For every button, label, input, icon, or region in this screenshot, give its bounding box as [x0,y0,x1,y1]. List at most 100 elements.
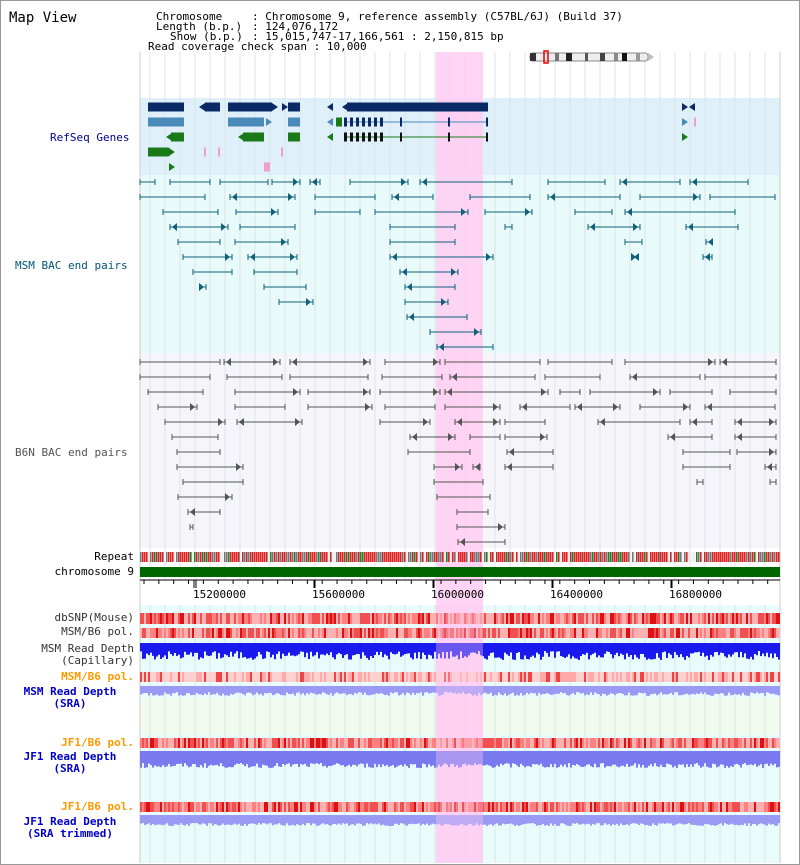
polymorphism-mark [544,628,546,638]
read-depth-bar [294,643,296,657]
read-depth-bar [512,751,514,764]
read-depth-bar [258,751,260,768]
polymorphism-mark [714,738,716,748]
read-depth-bar [476,751,478,765]
b6n-bac-pair-arrow [600,418,605,426]
polymorphism-mark [556,802,558,812]
repeat-mark [330,552,332,562]
read-depth-bar [310,815,312,826]
read-depth-bar [692,815,694,826]
polymorphism-mark [680,672,682,682]
polymorphism-mark [310,613,312,624]
read-depth-bar [636,751,638,768]
polymorphism-mark [466,613,468,624]
polymorphism-mark [266,672,268,682]
read-depth-bar [382,751,384,765]
read-depth-bar [158,643,160,655]
read-depth-bar [522,751,524,766]
read-depth-bar [670,751,672,765]
polymorphism-mark [674,628,676,638]
b6n-bac-track-label[interactable]: B6N BAC end pairs [15,446,128,459]
read-depth-bar [424,815,426,825]
polymorphism-mark [694,628,696,638]
polymorphism-mark [606,738,608,748]
read-depth-bar [744,686,746,696]
read-depth-bar [738,686,740,695]
polymorphism-mark [156,672,158,682]
polymorphism-mark [512,628,514,638]
read-depth-bar [412,643,414,660]
repeat-mark [478,552,480,562]
read-depth-bar [722,643,724,654]
polymorphism-mark [372,613,374,624]
read-depth-bar [342,686,344,694]
repeat-mark [690,552,692,562]
read-depth-bar [428,643,430,655]
polymorphism-mark [264,672,266,682]
polymorphism-mark [664,613,666,624]
b6n-bac-pair-arrow [493,418,498,426]
read-depth-bar [214,751,216,766]
polymorphism-mark [274,738,276,748]
repeat-mark [506,552,508,562]
read-depth-bar [688,686,690,695]
read-depth-bar [422,815,424,824]
read-depth-bar [308,751,310,768]
read-depth-bar [182,643,184,658]
read-depth-bar [304,643,306,658]
polymorphism-mark [344,738,346,748]
read-depth-bar [334,815,336,824]
repeat-mark [612,552,614,562]
ideogram-band [636,53,640,61]
gene-arrow [272,103,278,111]
polymorphism-mark [562,613,564,624]
read-depth-bar [258,815,260,824]
polymorphism-mark [430,628,432,638]
polymorphism-mark [294,628,296,638]
polymorphism-mark [314,613,316,624]
repeat-mark [560,552,562,562]
polymorphism-mark [288,628,290,638]
msm-bac-track-label[interactable]: MSM BAC end pairs [15,259,128,272]
gene-arrow [342,103,348,111]
polymorphism-mark [546,738,548,748]
read-depth-bar [172,686,174,694]
polymorphism-mark [456,628,458,638]
refseq-track-label[interactable]: RefSeq Genes [50,131,130,144]
repeat-mark [332,552,334,562]
read-depth-bar [490,815,492,825]
read-depth-bar [308,686,310,695]
repeat-mark [650,552,652,562]
polymorphism-mark [300,628,302,638]
polymorphism-mark [232,672,234,682]
read-depth-bar [538,643,540,655]
polymorphism-mark [156,802,158,812]
polymorphism-mark [322,613,324,624]
polymorphism-mark [432,738,434,748]
read-depth-bar [164,751,166,767]
read-depth-bar [524,815,526,824]
polymorphism-mark [656,738,658,748]
polymorphism-mark [230,802,232,812]
repeat-mark [414,552,416,562]
gene-exon [204,147,206,157]
read-depth-bar [628,643,630,657]
repeat-mark [162,552,164,562]
polymorphism-mark [738,738,740,748]
polymorphism-mark [160,628,162,638]
polymorphism-mark [716,672,718,682]
read-depth-bar [484,686,486,693]
repeat-mark [312,552,314,562]
read-depth-bar [442,751,444,765]
repeat-mark [562,552,564,562]
polymorphism-mark [242,672,244,682]
read-depth-bar [310,751,312,764]
repeat-mark [660,552,662,562]
repeat-mark [542,552,544,562]
polymorphism-mark [240,613,242,624]
read-depth-bar [680,815,682,824]
read-depth-bar [286,751,288,764]
read-depth-bar [432,751,434,766]
polymorphism-mark [636,738,638,748]
polymorphism-mark [506,672,508,682]
